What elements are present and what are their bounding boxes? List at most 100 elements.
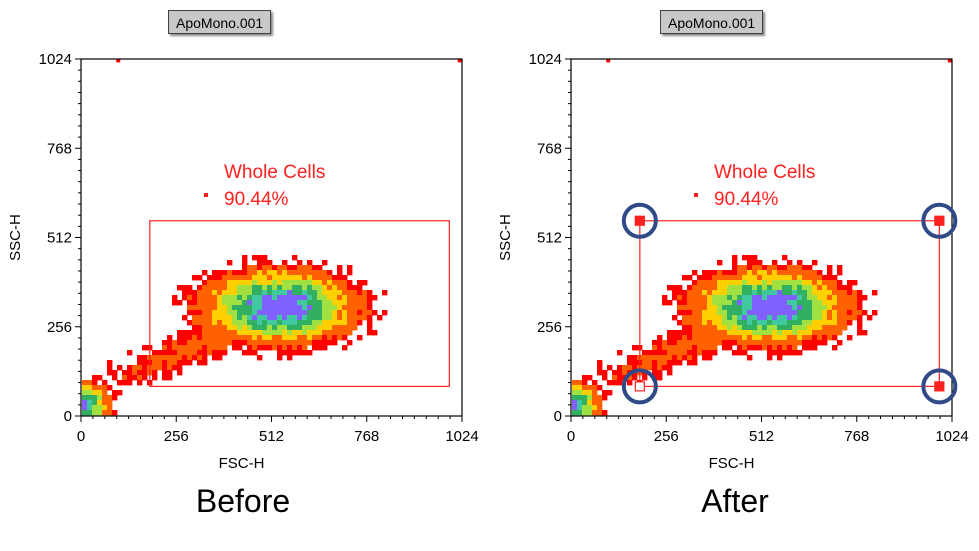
density-cell (277, 285, 283, 291)
density-cell (307, 275, 313, 281)
density-cell (262, 270, 268, 276)
density-cell (292, 280, 298, 286)
density-cell (342, 315, 348, 321)
density-cell (592, 390, 598, 396)
density-cell (732, 295, 738, 301)
density-cell (122, 370, 128, 376)
density-cell (337, 330, 343, 336)
density-cell (297, 285, 303, 291)
density-cell (837, 300, 843, 306)
density-cell (672, 315, 678, 321)
density-cell (302, 330, 308, 336)
density-cell (87, 400, 93, 406)
density-cell (782, 325, 788, 331)
event-dot (947, 59, 952, 63)
density-cell (212, 350, 218, 356)
gate-resize-handle[interactable] (934, 381, 945, 392)
density-cell (317, 265, 323, 271)
density-cell (212, 325, 218, 331)
gate-rectangle[interactable] (149, 220, 450, 387)
density-cell (282, 280, 288, 286)
density-cell (757, 270, 763, 276)
density-cell (697, 315, 703, 321)
density-cell (222, 320, 228, 326)
density-cell (252, 330, 258, 336)
density-cell (672, 335, 678, 341)
density-cell (257, 325, 263, 331)
density-cell (682, 275, 688, 281)
y-axis-title: SSC-H (497, 214, 514, 261)
density-cell (257, 285, 263, 291)
density-cell (92, 410, 98, 416)
x-tick-label: 512 (259, 428, 284, 445)
density-cell (302, 345, 308, 351)
gate-percent-label: 90.44% (714, 189, 779, 210)
density-cell (807, 275, 813, 281)
density-cell (382, 310, 388, 316)
density-cell (177, 285, 183, 291)
density-cell (712, 320, 718, 326)
density-cell (677, 305, 683, 311)
density-cell (842, 300, 848, 306)
sample-name-tab[interactable]: ApoMono.001 (660, 10, 764, 34)
gate-rectangle[interactable] (639, 220, 940, 387)
density-cell (822, 330, 828, 336)
density-cell (777, 265, 783, 271)
density-cell (297, 305, 303, 311)
density-cell (797, 305, 803, 311)
density-cell (792, 280, 798, 286)
density-cell (617, 380, 623, 386)
gate-resize-handle[interactable] (634, 215, 645, 226)
density-cell (357, 310, 363, 316)
gate-label-anchor (694, 193, 698, 197)
density-cell (177, 360, 183, 366)
density-cell (87, 390, 93, 396)
density-cell (242, 350, 248, 356)
density-cell (272, 315, 278, 321)
density-cell (722, 275, 728, 281)
density-cell (712, 305, 718, 311)
density-cell (687, 275, 693, 281)
event-dot (457, 59, 462, 63)
density-cell (747, 270, 753, 276)
gate-resize-handle[interactable] (634, 381, 645, 392)
density-cell (292, 350, 298, 356)
density-cell (762, 325, 768, 331)
density-cell (752, 270, 758, 276)
density-cell (257, 340, 263, 346)
density-cell (237, 275, 243, 281)
density-cell (197, 300, 203, 306)
density-cell (277, 295, 283, 301)
density-cell (117, 380, 123, 386)
density-cell (697, 285, 703, 291)
density-cell (677, 320, 683, 326)
density-cell (157, 350, 163, 356)
density-plot-svg[interactable]: 0025625651251276876810241024FSC-HSSC-HWh… (490, 0, 979, 480)
density-cell (302, 275, 308, 281)
density-cell (247, 340, 253, 346)
gate-resize-handle[interactable] (934, 215, 945, 226)
density-cell (302, 340, 308, 346)
density-cell (617, 375, 623, 381)
density-plot-svg[interactable]: 0025625651251276876810241024FSC-HSSC-HWh… (0, 0, 490, 480)
density-cell (742, 340, 748, 346)
density-cell (747, 275, 753, 281)
density-cell (827, 290, 833, 296)
density-cell (802, 285, 808, 291)
density-cell (692, 355, 698, 361)
sample-name-tab[interactable]: ApoMono.001 (168, 10, 272, 34)
density-cell (812, 260, 818, 266)
density-cell (252, 300, 258, 306)
density-cell (377, 315, 383, 321)
density-cell (762, 290, 768, 296)
density-cell (292, 305, 298, 311)
density-cell (137, 380, 143, 386)
density-cell (197, 320, 203, 326)
density-cell (182, 295, 188, 301)
density-cell (367, 330, 373, 336)
density-cell (752, 330, 758, 336)
density-cell (577, 400, 583, 406)
density-cell (237, 345, 243, 351)
density-cell (792, 325, 798, 331)
density-cell (117, 390, 123, 396)
